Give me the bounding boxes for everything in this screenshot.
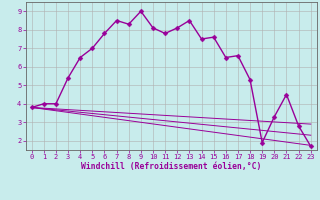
X-axis label: Windchill (Refroidissement éolien,°C): Windchill (Refroidissement éolien,°C)	[81, 162, 261, 171]
